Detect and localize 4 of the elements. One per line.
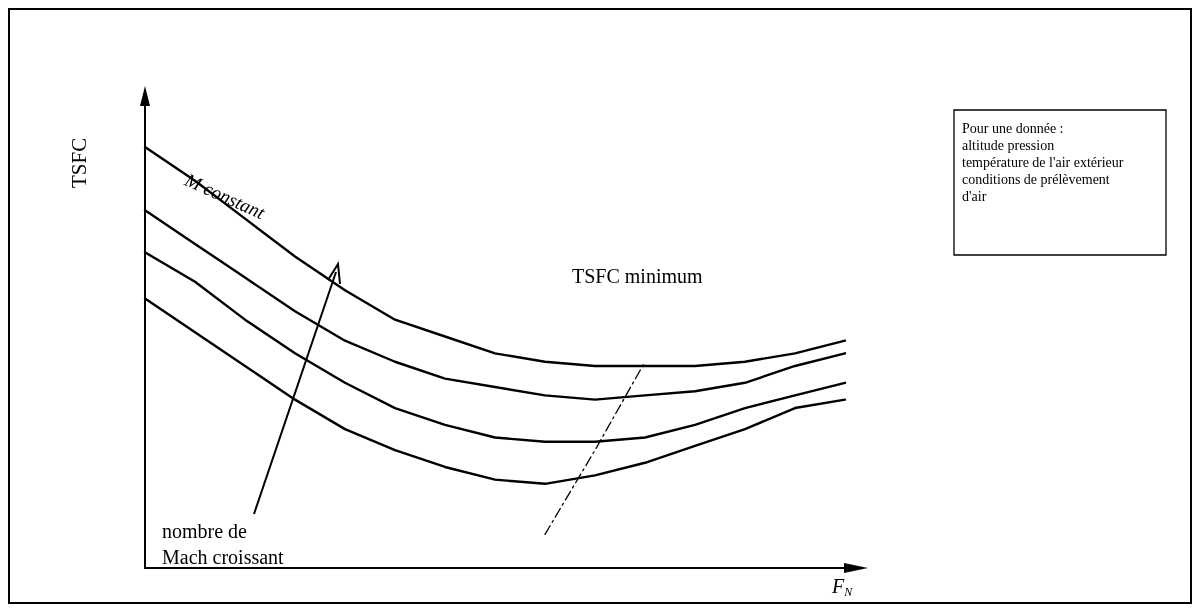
text: Pour une donnée : altitude pression température de l'air extérieur conditions de prélèvement d'air [962, 121, 1124, 204]
y-axis-title: TSFC [66, 137, 91, 188]
annotation: nombre de Mach croissant [162, 520, 285, 568]
annotation: TSFC minimum [572, 265, 704, 287]
